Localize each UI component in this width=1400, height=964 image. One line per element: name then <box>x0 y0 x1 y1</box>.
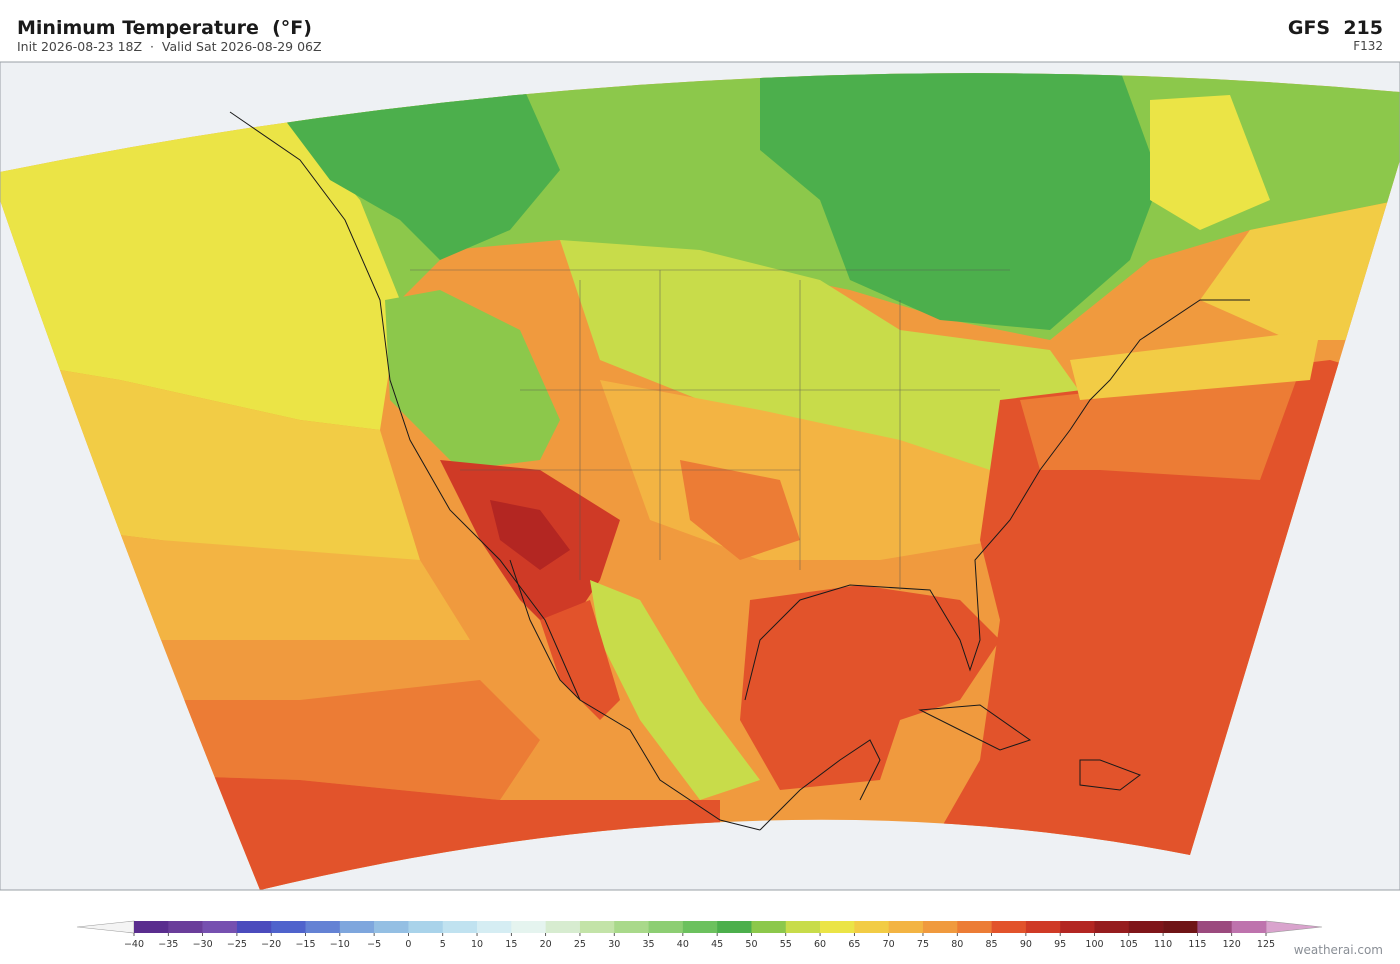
tick-label: 75 <box>917 939 929 950</box>
tick-label: 35 <box>642 939 654 950</box>
colorbar-under <box>76 920 135 934</box>
tick-label: −5 <box>367 939 381 950</box>
colorbar-bin <box>682 921 718 933</box>
tick-label: 15 <box>505 939 517 950</box>
tick-label: 10 <box>471 939 483 950</box>
colorbar-bin <box>442 921 478 933</box>
colorbar-over <box>1265 920 1323 934</box>
colorbar-bin <box>922 921 958 933</box>
colorbar-bin <box>820 921 855 933</box>
colorbar-bin <box>1231 921 1267 933</box>
colorbar-bin <box>854 921 889 933</box>
tick-label: 60 <box>814 939 826 950</box>
tick-label: 55 <box>780 939 792 950</box>
colorbar-bin <box>614 921 649 933</box>
tick-label: 70 <box>883 939 895 950</box>
colorbar-bin <box>339 921 375 933</box>
tick-label: −30 <box>193 939 213 950</box>
colorbar-bin <box>1060 921 1095 933</box>
colorbar-bin <box>374 921 409 933</box>
model-label: GFS 215 <box>1288 17 1383 39</box>
colorbar-bin <box>305 921 341 933</box>
colorbar-bin <box>751 921 787 933</box>
colorbar-bin <box>408 921 444 933</box>
tick-label: 40 <box>677 939 689 950</box>
tick-label: 45 <box>711 939 723 950</box>
colorbar: −40 −35 −30 −25 −20 −15 −10 −5 0 5 10 15 20 25 30 35 40 4… <box>76 920 1323 950</box>
forecast-hour: F132 <box>1353 39 1383 53</box>
tick-label: −40 <box>124 939 144 950</box>
tick-label: −25 <box>227 939 247 950</box>
colorbar-bin <box>1163 921 1198 933</box>
tick-label: 25 <box>574 939 586 950</box>
colorbar-bin <box>957 921 992 933</box>
tick-label: 65 <box>848 939 860 950</box>
colorbar-bin <box>717 921 752 933</box>
colorbar-bin <box>202 921 238 933</box>
colorbar-bin <box>579 921 615 933</box>
tick-label: 85 <box>986 939 998 950</box>
tick-label: 50 <box>745 939 757 950</box>
colorbar-bin <box>271 921 306 933</box>
tick-label: 90 <box>1020 939 1032 950</box>
tick-label: −35 <box>158 939 178 950</box>
tick-label: −10 <box>330 939 350 950</box>
map-title: Minimum Temperature (°F) <box>17 17 312 39</box>
colorbar-bin <box>511 921 546 933</box>
tick-label: −20 <box>261 939 281 950</box>
colorbar-bin <box>888 921 924 933</box>
tick-label: 80 <box>951 939 963 950</box>
tick-label: 95 <box>1054 939 1066 950</box>
colorbar-bin <box>1094 921 1130 933</box>
map-subtitle: Init 2026-08-23 18Z · Valid Sat 2026-08-… <box>17 39 322 54</box>
colorbar-bin <box>545 921 581 933</box>
colorbar-bin <box>1197 921 1232 933</box>
tick-label: 100 <box>1085 939 1103 950</box>
tick-label: 30 <box>608 939 620 950</box>
colorbar-bin <box>785 921 821 933</box>
tick-label: 5 <box>440 939 446 950</box>
tick-label: 0 <box>405 939 411 950</box>
colorbar-bin <box>648 921 684 933</box>
watermark: weatherai.com <box>1294 943 1383 957</box>
colorbar-bin <box>991 921 1027 933</box>
colorbar-bin <box>168 921 203 933</box>
colorbar-bin <box>236 921 272 933</box>
colorbar-bin <box>134 921 169 933</box>
tick-label: 125 <box>1257 939 1275 950</box>
colorbar-bin <box>477 921 512 933</box>
tick-label: 20 <box>540 939 552 950</box>
tick-label: 105 <box>1120 939 1138 950</box>
map <box>0 61 1400 891</box>
colorbar-bin <box>1128 921 1164 933</box>
tick-label: 120 <box>1223 939 1241 950</box>
colorbar-bin <box>1025 921 1061 933</box>
tick-label: 110 <box>1154 939 1172 950</box>
tick-label: −15 <box>295 939 315 950</box>
tick-label: 115 <box>1188 939 1206 950</box>
